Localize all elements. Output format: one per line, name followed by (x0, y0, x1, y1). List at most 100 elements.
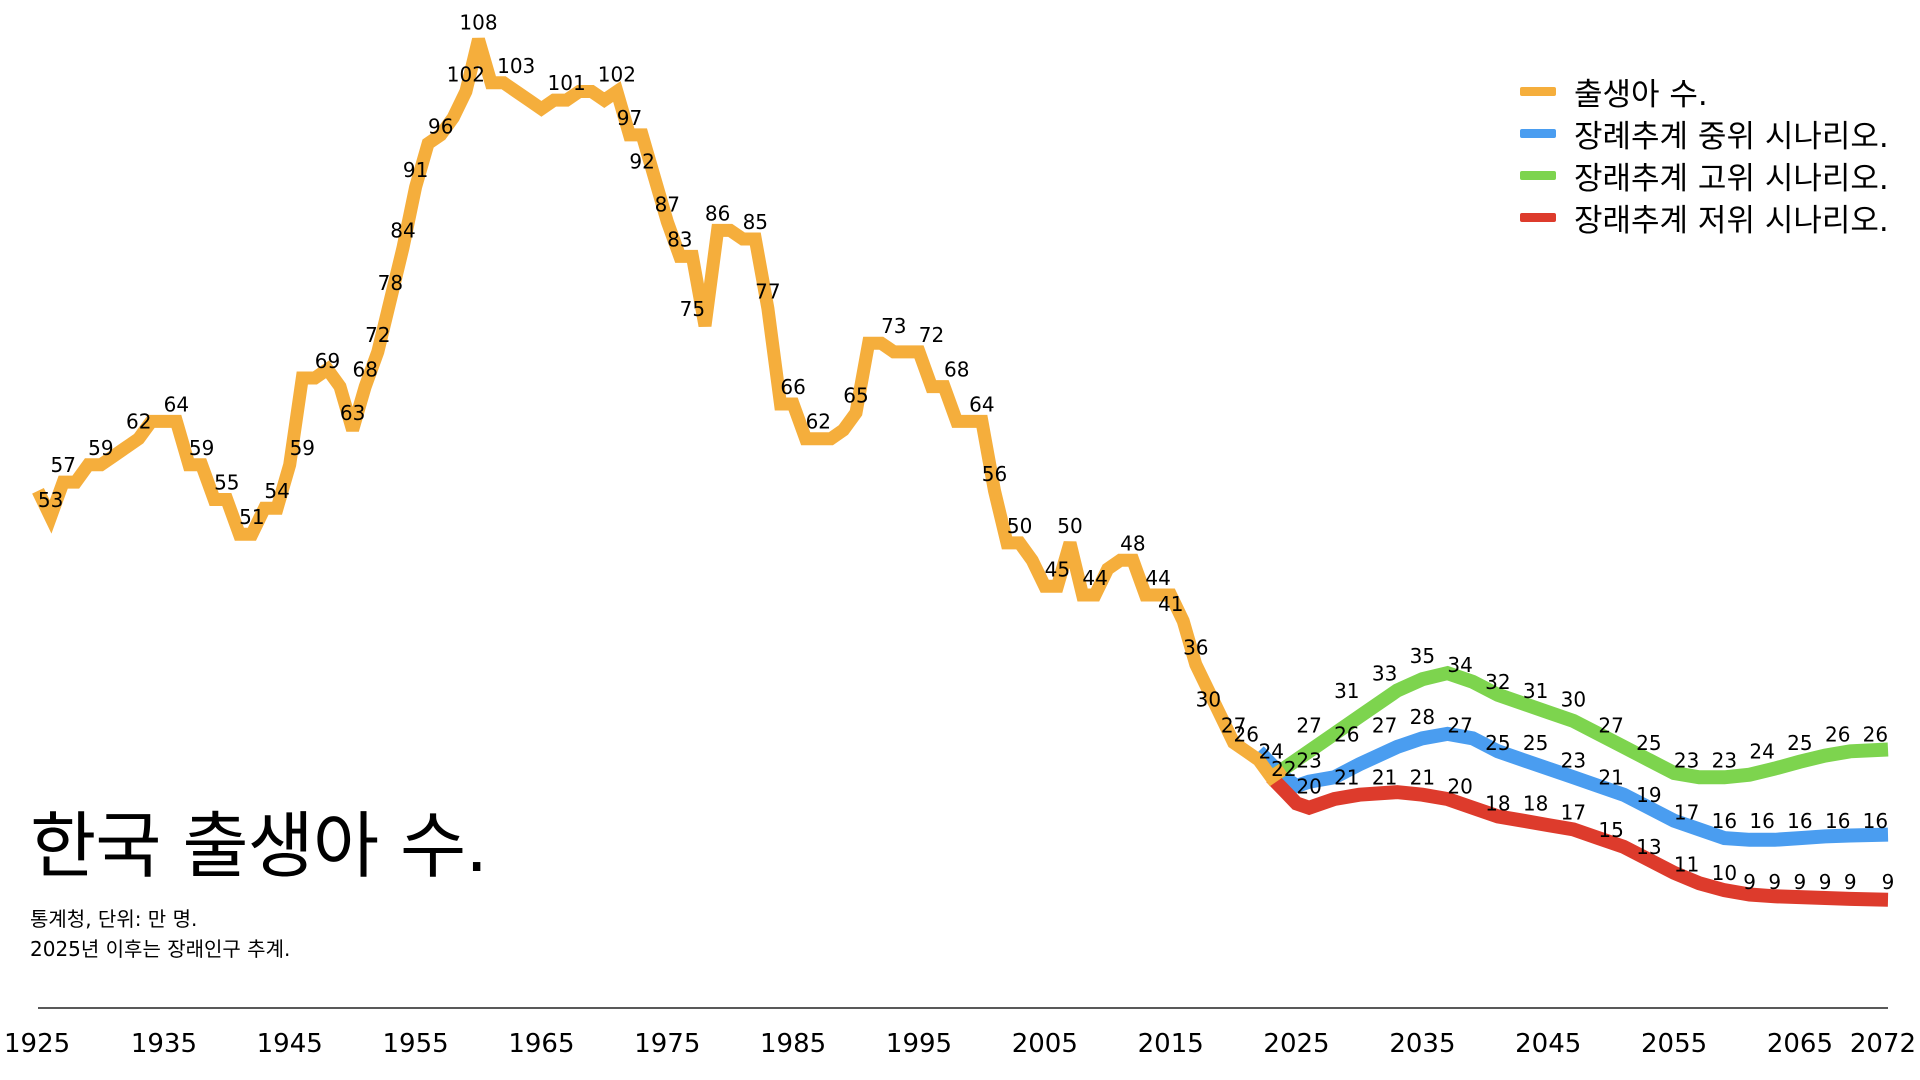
data-label-births: 92 (629, 149, 654, 173)
chart-title: 한국 출생아 수. (30, 804, 488, 888)
legend-item-low: 장래추계 저위 시나리오. (1520, 196, 1889, 239)
data-label-high: 26 (1863, 722, 1888, 746)
x-tick-label: 1945 (257, 1029, 323, 1059)
data-label-births: 87 (655, 193, 680, 217)
data-label-medium: 23 (1561, 748, 1586, 772)
data-label-medium: 16 (1787, 809, 1812, 833)
data-label-births: 64 (164, 392, 189, 416)
data-label-high: 34 (1447, 653, 1472, 677)
data-label-births: 108 (459, 10, 497, 34)
x-tick-label: 1925 (4, 1029, 70, 1059)
data-label-high: 33 (1372, 662, 1397, 686)
legend-item-births: 출생아 수. (1520, 70, 1889, 113)
x-tick-label: 2065 (1767, 1029, 1833, 1059)
x-tick-label: 1935 (131, 1029, 197, 1059)
data-label-high: 31 (1523, 679, 1548, 703)
data-label-births: 91 (403, 158, 428, 182)
data-label-low: 20 (1296, 774, 1321, 798)
data-label-births: 72 (919, 323, 944, 347)
legend-item-medium: 장례추계 중위 시나리오. (1520, 112, 1889, 155)
data-label-low: 15 (1598, 818, 1623, 842)
data-label-births: 103 (497, 54, 535, 78)
data-label-low: 9 (1768, 870, 1781, 894)
legend-item-high: 장래추계 고위 시나리오. (1520, 154, 1889, 197)
data-label-births: 75 (680, 297, 705, 321)
data-label-births: 44 (1082, 566, 1107, 590)
data-label-high: 30 (1561, 688, 1586, 712)
x-tick-label: 2055 (1641, 1029, 1707, 1059)
data-label-medium: 21 (1598, 766, 1623, 790)
legend-swatch-medium (1520, 128, 1556, 138)
data-label-medium: 25 (1485, 731, 1510, 755)
legend-label-high: 장래추계 고위 시나리오. (1574, 160, 1889, 197)
data-label-births: 68 (352, 358, 377, 382)
data-label-births: 86 (705, 201, 730, 225)
data-label-medium: 25 (1523, 731, 1548, 755)
series-line-high (1267, 665, 1889, 785)
data-label-births: 72 (365, 323, 390, 347)
data-label-births: 101 (548, 71, 586, 95)
series-line-medium (1253, 726, 1889, 847)
data-label-medium: 16 (1749, 809, 1774, 833)
data-label-high: 31 (1334, 679, 1359, 703)
x-tick-label: 2045 (1515, 1029, 1581, 1059)
data-label-high: 32 (1485, 670, 1510, 694)
data-label-medium: 27 (1372, 714, 1397, 738)
data-label-low: 17 (1561, 800, 1586, 824)
legend: 출생아 수. 장례추계 중위 시나리오. 장래추계 고위 시나리오. 장래추계 … (1520, 70, 1889, 239)
x-tick-label: 1985 (760, 1029, 826, 1059)
chart-subtitle-source: 통계청, 단위: 만 명. (30, 907, 198, 931)
data-label-births: 102 (447, 63, 485, 87)
data-label-births: 85 (743, 210, 768, 234)
data-label-births: 57 (50, 453, 75, 477)
data-label-low: 10 (1712, 861, 1737, 885)
x-tick-label: 2005 (1012, 1029, 1078, 1059)
data-label-medium: 19 (1636, 783, 1661, 807)
data-label-medium: 22 (1271, 757, 1296, 781)
data-label-low: 21 (1334, 766, 1359, 790)
data-label-births: 44 (1145, 566, 1170, 590)
data-label-low: 20 (1447, 774, 1472, 798)
legend-label-low: 장래추계 저위 시나리오. (1574, 202, 1889, 239)
x-tick-label: 2015 (1138, 1029, 1204, 1059)
data-label-medium: 16 (1712, 809, 1737, 833)
title-block: 한국 출생아 수. 통계청, 단위: 만 명. 2025년 이후는 장래인구 추… (30, 804, 488, 964)
data-label-births: 73 (881, 314, 906, 338)
legend-swatch-births (1520, 86, 1556, 96)
data-label-low: 9 (1819, 870, 1832, 894)
data-label-births: 68 (944, 358, 969, 382)
data-label-births: 24 (1259, 740, 1284, 764)
data-label-births: 50 (1007, 514, 1032, 538)
data-label-births: 30 (1196, 688, 1221, 712)
data-label-low: 21 (1372, 766, 1397, 790)
legend-label-births: 출생아 수. (1574, 76, 1708, 113)
data-labels: 5357596264595551545969636872788491961021… (38, 10, 1894, 894)
series-lines (32, 37, 1889, 907)
data-label-births: 83 (667, 227, 692, 251)
data-label-births: 51 (239, 505, 264, 529)
data-label-medium: 27 (1447, 714, 1472, 738)
legend-swatch-low (1520, 212, 1556, 222)
data-label-high: 27 (1598, 714, 1623, 738)
data-label-high: 25 (1787, 731, 1812, 755)
data-label-births: 36 (1183, 636, 1208, 660)
data-label-low: 11 (1674, 853, 1699, 877)
data-label-births: 59 (189, 436, 214, 460)
data-label-high: 24 (1749, 740, 1774, 764)
x-tick-label: 1975 (634, 1029, 700, 1059)
data-label-medium: 26 (1334, 722, 1359, 746)
data-label-low: 18 (1523, 792, 1548, 816)
data-label-high: 23 (1712, 748, 1737, 772)
data-label-low: 9 (1743, 870, 1756, 894)
data-label-low: 13 (1636, 835, 1661, 859)
x-tick-label: 1955 (383, 1029, 449, 1059)
x-tick-label: 1965 (508, 1029, 574, 1059)
data-label-births: 55 (214, 471, 239, 495)
data-label-births: 97 (617, 106, 642, 130)
data-label-births: 102 (598, 63, 636, 87)
data-label-births: 27 (1221, 714, 1246, 738)
data-label-births: 59 (88, 436, 113, 460)
data-label-high: 25 (1636, 731, 1661, 755)
data-label-births: 63 (340, 401, 365, 425)
data-label-births: 64 (969, 392, 994, 416)
